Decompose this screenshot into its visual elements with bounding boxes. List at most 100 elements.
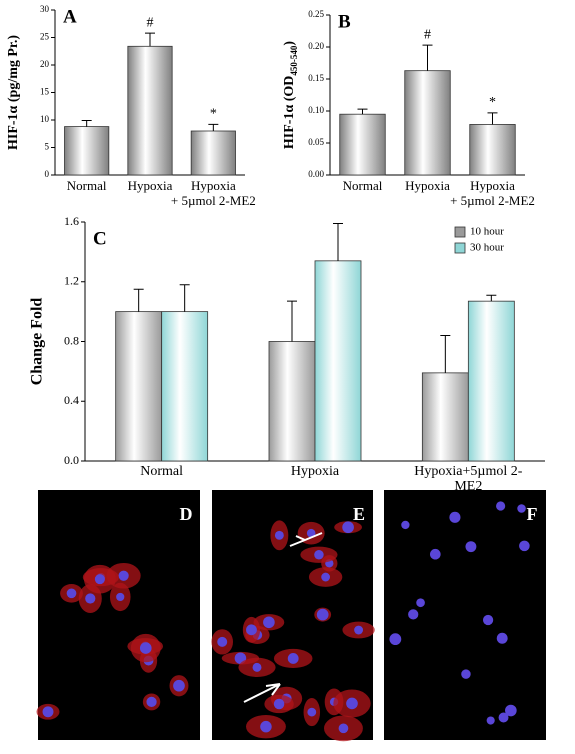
arrow xyxy=(243,683,281,703)
nucleus xyxy=(306,528,316,538)
y-tick-label: 0.8 xyxy=(64,333,79,347)
nucleus xyxy=(287,653,299,664)
nucleus xyxy=(66,588,77,599)
bar xyxy=(127,45,173,176)
x-tick-label: Hypoxia xyxy=(127,178,173,193)
error-bar xyxy=(333,222,343,261)
bar xyxy=(115,311,163,462)
significance-marker: # xyxy=(424,27,431,42)
y-axis-label: HIF-1α (pg/mg Pr.) xyxy=(6,35,21,150)
y-tick-label: 30 xyxy=(40,4,50,14)
nucleus xyxy=(273,698,285,710)
nucleus xyxy=(496,501,506,511)
nucleus xyxy=(496,632,508,644)
x-tick-label: Hypoxia xyxy=(290,464,340,479)
panel-label: A xyxy=(63,6,77,27)
bar xyxy=(64,126,110,176)
nucleus xyxy=(486,716,495,725)
nucleus xyxy=(146,696,157,708)
y-tick-label: 0.15 xyxy=(308,73,324,83)
nucleus xyxy=(307,707,317,717)
error-bar xyxy=(81,120,92,127)
panel-label: B xyxy=(338,11,351,32)
nucleus xyxy=(465,541,477,553)
nucleus xyxy=(346,697,358,710)
nucleus xyxy=(338,723,349,734)
error-bar xyxy=(287,300,297,342)
legend-label: 30 hour xyxy=(470,242,504,254)
x-tick-label: Normal xyxy=(140,464,184,479)
nucleus xyxy=(42,706,54,718)
panel-label: C xyxy=(93,228,107,249)
nucleus xyxy=(519,540,530,552)
bar xyxy=(190,130,236,176)
bar xyxy=(467,300,515,462)
nucleus xyxy=(173,679,185,692)
nucleus xyxy=(260,720,272,733)
legend-swatch xyxy=(454,226,466,238)
panel-label: E xyxy=(353,504,365,524)
y-tick-label: 0.00 xyxy=(308,169,324,179)
nucleus xyxy=(354,625,364,635)
error-bar xyxy=(440,335,451,373)
nucleus xyxy=(316,608,329,621)
bar xyxy=(339,113,386,176)
y-axis-label-part: ) xyxy=(282,41,297,46)
bar xyxy=(421,372,469,462)
panel-label: F xyxy=(527,504,538,524)
y-tick-label: 20 xyxy=(40,59,50,69)
nucleus xyxy=(498,712,509,723)
nucleus xyxy=(429,548,441,560)
nucleus xyxy=(461,669,471,679)
y-tick-label: 0 xyxy=(45,169,50,179)
nucleus xyxy=(252,662,262,672)
nucleus xyxy=(116,592,125,602)
y-axis-label: HIF-1α (OD450-540) xyxy=(282,41,299,150)
nucleus xyxy=(118,570,129,581)
x-tick-label: Hypoxia+5µmol 2-ME2 xyxy=(414,464,523,494)
nucleus xyxy=(449,511,461,523)
y-tick-label: 0.05 xyxy=(308,137,324,147)
micrograph xyxy=(38,490,200,740)
y-tick-label: 0.0 xyxy=(64,453,79,467)
error-bar xyxy=(145,32,155,47)
arrow xyxy=(289,532,323,547)
nucleus xyxy=(416,598,425,608)
y-tick-label: 10 xyxy=(40,114,50,124)
error-bar xyxy=(208,123,219,131)
legend-swatch xyxy=(454,242,466,254)
y-tick-label: 1.2 xyxy=(64,274,79,288)
nucleus xyxy=(408,609,419,620)
nucleus xyxy=(274,530,284,540)
y-tick-label: 15 xyxy=(40,87,50,97)
nucleus xyxy=(517,504,526,513)
x-tick-label: Hypoxia + 5µmol 2-ME2 xyxy=(450,178,535,208)
nucleus xyxy=(263,616,275,629)
y-tick-label: 5 xyxy=(45,142,50,152)
bar xyxy=(469,124,516,176)
x-tick-label: Hypoxia + 5µmol 2-ME2 xyxy=(170,178,256,208)
nucleus xyxy=(342,521,354,534)
nucleus xyxy=(505,704,517,717)
y-axis-label: Change Fold xyxy=(29,298,46,386)
y-tick-label: 1.6 xyxy=(64,214,79,228)
y-tick-label: 25 xyxy=(40,32,50,42)
y-axis-label-part: 450-540 xyxy=(289,45,299,75)
x-tick-label: Normal xyxy=(342,178,383,193)
error-bar xyxy=(357,108,368,115)
y-tick-label: 0.10 xyxy=(308,105,324,115)
error-bar xyxy=(179,284,190,312)
nucleus xyxy=(246,624,257,636)
error-bar xyxy=(422,44,433,71)
significance-marker: * xyxy=(489,95,496,110)
bar xyxy=(268,341,316,462)
bar xyxy=(404,70,451,176)
panel-label: D xyxy=(180,504,193,524)
y-tick-label: 0.20 xyxy=(308,41,324,51)
nucleus xyxy=(85,593,96,604)
x-tick-label: Hypoxia xyxy=(405,178,450,193)
nucleus xyxy=(217,636,228,647)
y-axis-label-part: HIF-1α (OD xyxy=(282,76,297,150)
